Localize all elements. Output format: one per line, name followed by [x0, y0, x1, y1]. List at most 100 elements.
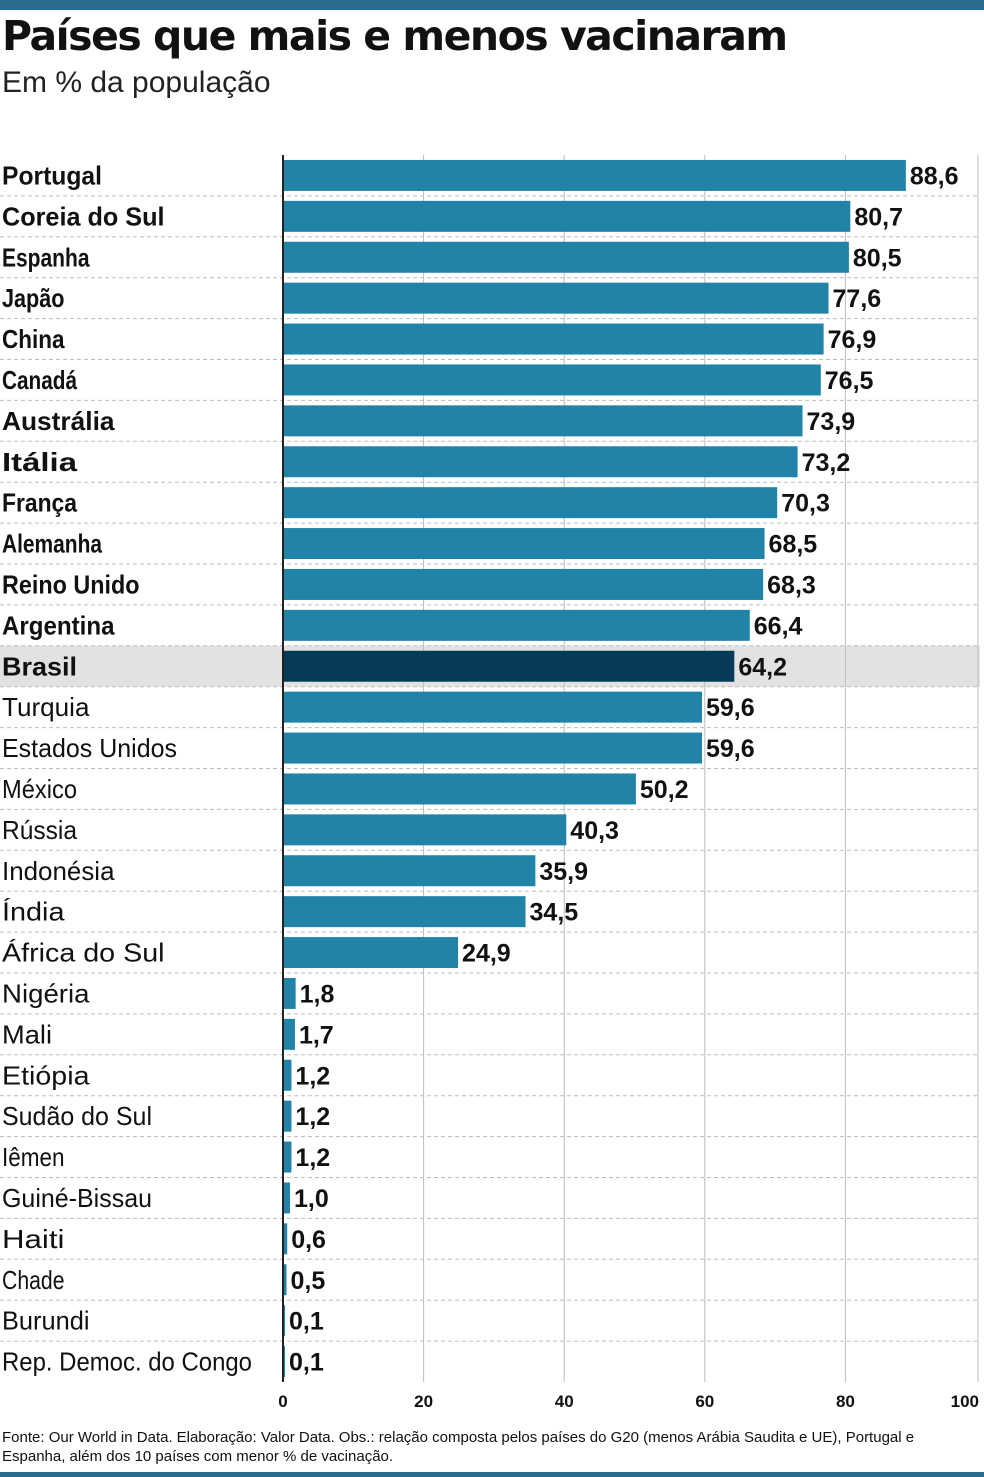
bar [283, 650, 735, 682]
value-label: 73,2 [802, 449, 851, 477]
category-label: Reino Unido [2, 569, 140, 599]
category-label: China [2, 324, 65, 354]
bar [283, 691, 702, 723]
value-label: 1,2 [295, 1144, 330, 1172]
bar [283, 1059, 292, 1091]
value-label: 88,6 [910, 162, 959, 190]
category-label: Argentina [2, 610, 115, 640]
category-label: Indonésia [2, 856, 115, 886]
category-label: Chade [2, 1265, 65, 1295]
bar [283, 487, 778, 519]
value-label: 0,6 [291, 1226, 326, 1254]
bar [283, 773, 636, 805]
bar [283, 568, 764, 600]
category-label: Índia [2, 897, 65, 927]
category-label: Rep. Democ. do Congo [2, 1347, 252, 1377]
x-tick-label: 20 [414, 1392, 433, 1411]
category-label: Haiti [2, 1224, 65, 1254]
category-label: Iêmen [2, 1142, 65, 1172]
value-label: 80,5 [853, 244, 902, 272]
bar [283, 814, 567, 846]
value-label: 0,1 [289, 1349, 324, 1377]
bar [283, 1223, 288, 1255]
value-label: 70,3 [781, 490, 830, 518]
bar [283, 528, 765, 560]
bar-chart: Portugal 88,6 Coreia do Sul 80,7 Espanha 80,5… [0, 155, 980, 1411]
x-tick-label: 60 [695, 1392, 714, 1411]
value-label: 0,1 [289, 1308, 324, 1336]
category-label: Portugal [2, 160, 102, 190]
bar [283, 241, 849, 273]
value-label: 76,5 [825, 367, 874, 395]
value-label: 1,2 [295, 1103, 330, 1131]
value-label: 40,3 [570, 817, 619, 845]
category-label: Canadá [2, 365, 77, 395]
value-label: 68,3 [767, 571, 816, 599]
bar [283, 1182, 291, 1214]
category-label: Burundi [2, 1306, 90, 1336]
value-label: 24,9 [462, 940, 511, 968]
category-label: Japão [2, 283, 65, 313]
value-label: 73,9 [807, 408, 856, 436]
footnote-credit: Elaboração: Valor Data. [176, 1429, 335, 1446]
category-label: Guiné-Bissau [2, 1183, 152, 1213]
x-tick-label: 40 [555, 1392, 574, 1411]
value-label: 0,5 [291, 1267, 326, 1295]
footnote-source: Fonte: Our World in Data. [2, 1429, 173, 1446]
bar [283, 364, 821, 396]
top-accent-rule [0, 0, 984, 10]
value-label: 59,6 [706, 694, 755, 722]
category-label: Rússia [2, 815, 77, 845]
bar [283, 896, 526, 928]
chart-subtitle: Em % da população [2, 66, 271, 99]
bar [283, 282, 829, 314]
value-label: 35,9 [539, 858, 588, 886]
chart-title: Países que mais e menos vacinaram [2, 12, 788, 60]
category-label: Nigéria [2, 978, 90, 1008]
value-label: 1,0 [294, 1185, 329, 1213]
bar [283, 446, 798, 478]
bar [283, 1141, 292, 1173]
category-label: Turquia [2, 692, 90, 722]
x-tick-label: 0 [278, 1392, 287, 1411]
bar [283, 609, 750, 641]
category-label: África do Sul [2, 938, 164, 968]
bar [283, 977, 296, 1009]
bar [283, 405, 803, 437]
value-label: 64,2 [738, 653, 787, 681]
bar [283, 937, 459, 969]
value-label: 68,5 [769, 531, 818, 559]
value-label: 77,6 [833, 285, 882, 313]
value-label: 34,5 [530, 899, 579, 927]
category-label: Coreia do Sul [2, 201, 165, 231]
category-label: Brasil [2, 651, 77, 681]
x-tick-label: 80 [836, 1392, 855, 1411]
footnote-note: Obs.: relação composta pelos países do G… [2, 1429, 915, 1465]
bar [283, 732, 702, 764]
footnote: Fonte: Our World in Data. Elaboração: Val… [2, 1428, 977, 1466]
bar [283, 159, 906, 191]
value-label: 50,2 [640, 776, 689, 804]
value-label: 76,9 [828, 326, 877, 354]
category-label: Etiópia [2, 1060, 90, 1090]
bar [283, 1100, 292, 1132]
bottom-accent-rule [0, 1472, 984, 1477]
value-label: 59,6 [706, 735, 755, 763]
category-label: México [2, 774, 77, 804]
category-label: Estados Unidos [2, 733, 177, 763]
category-label: França [2, 488, 77, 518]
category-label: Itália [2, 447, 78, 477]
bar [283, 323, 824, 355]
category-label: Mali [2, 1019, 52, 1049]
category-label: Espanha [2, 242, 90, 272]
bar [283, 855, 536, 887]
value-label: 66,4 [754, 612, 803, 640]
value-label: 1,2 [295, 1062, 330, 1090]
value-label: 1,7 [299, 1021, 334, 1049]
bar [283, 1018, 295, 1050]
bar [283, 1264, 287, 1296]
bar [283, 200, 851, 232]
value-label: 80,7 [854, 203, 903, 231]
category-label: Alemanha [2, 529, 102, 559]
value-label: 1,8 [300, 980, 335, 1008]
